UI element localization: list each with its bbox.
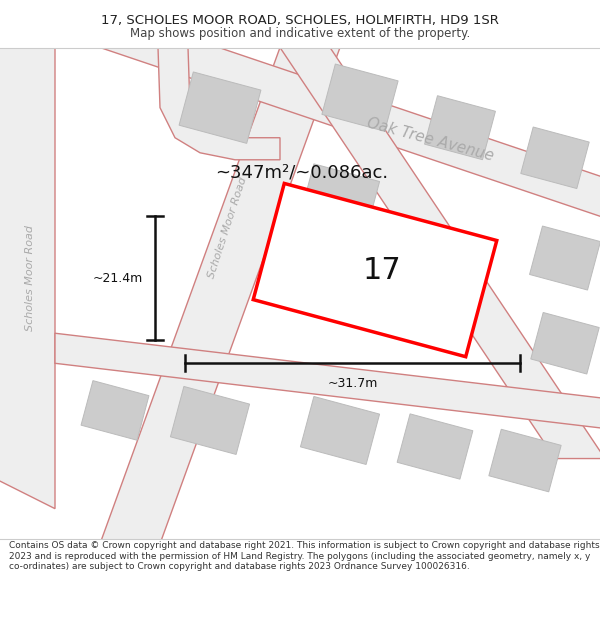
Text: ~21.4m: ~21.4m: [93, 272, 143, 284]
Text: 17, SCHOLES MOOR ROAD, SCHOLES, HOLMFIRTH, HD9 1SR: 17, SCHOLES MOOR ROAD, SCHOLES, HOLMFIRT…: [101, 14, 499, 27]
Polygon shape: [158, 48, 280, 160]
Polygon shape: [81, 381, 149, 440]
Polygon shape: [55, 333, 600, 429]
Polygon shape: [301, 164, 380, 232]
Polygon shape: [301, 396, 380, 464]
Text: 17: 17: [362, 256, 401, 284]
Text: Scholes Moor Road: Scholes Moor Road: [25, 225, 35, 331]
Polygon shape: [179, 72, 261, 143]
Text: ~347m²/~0.086ac.: ~347m²/~0.086ac.: [215, 164, 388, 182]
Polygon shape: [100, 8, 600, 218]
Polygon shape: [521, 127, 589, 189]
Polygon shape: [425, 96, 496, 160]
Text: Contains OS data © Crown copyright and database right 2021. This information is : Contains OS data © Crown copyright and d…: [9, 541, 599, 571]
Polygon shape: [100, 48, 340, 544]
Text: Map shows position and indicative extent of the property.: Map shows position and indicative extent…: [130, 28, 470, 41]
Polygon shape: [0, 48, 55, 509]
Polygon shape: [531, 312, 599, 374]
Polygon shape: [397, 414, 473, 479]
Polygon shape: [322, 64, 398, 131]
Text: Scholes Moor Road: Scholes Moor Road: [207, 176, 249, 280]
Polygon shape: [170, 386, 250, 454]
Text: Oak Tree Avenue: Oak Tree Avenue: [365, 116, 495, 164]
Polygon shape: [530, 226, 600, 290]
Text: ~31.7m: ~31.7m: [328, 378, 377, 391]
Polygon shape: [489, 429, 561, 492]
Polygon shape: [253, 183, 497, 357]
Polygon shape: [280, 48, 600, 459]
